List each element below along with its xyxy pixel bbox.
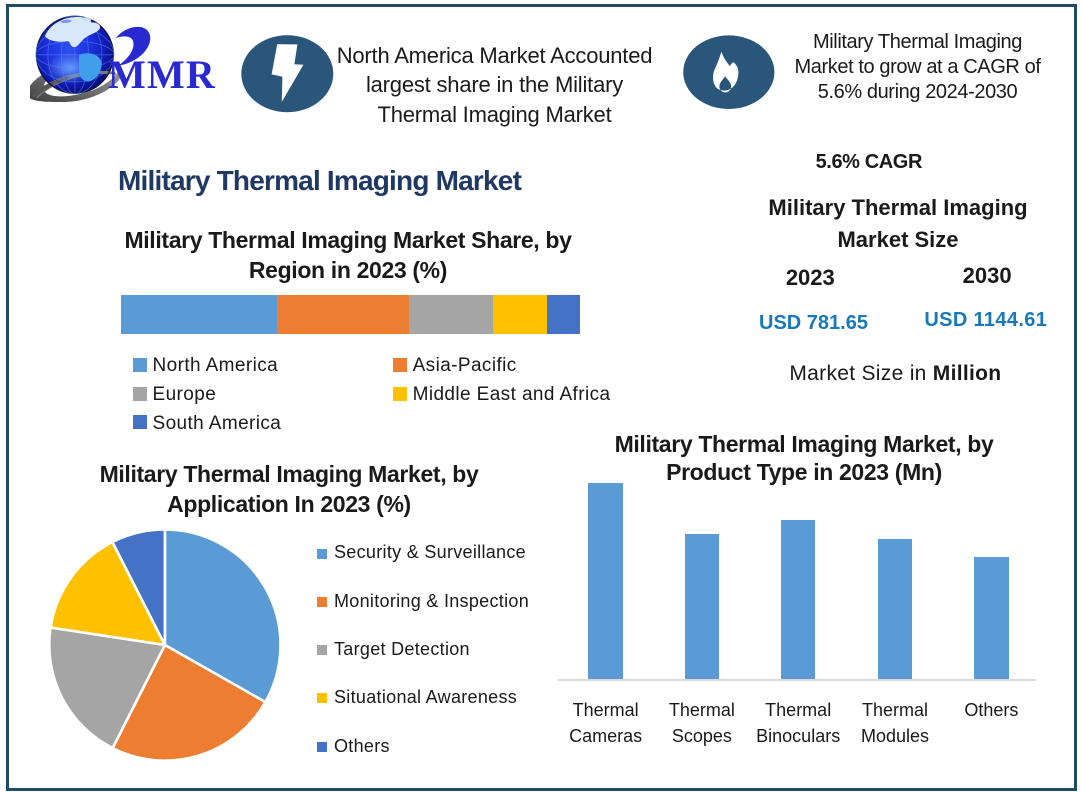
svg-text:MMR: MMR [108,52,216,97]
